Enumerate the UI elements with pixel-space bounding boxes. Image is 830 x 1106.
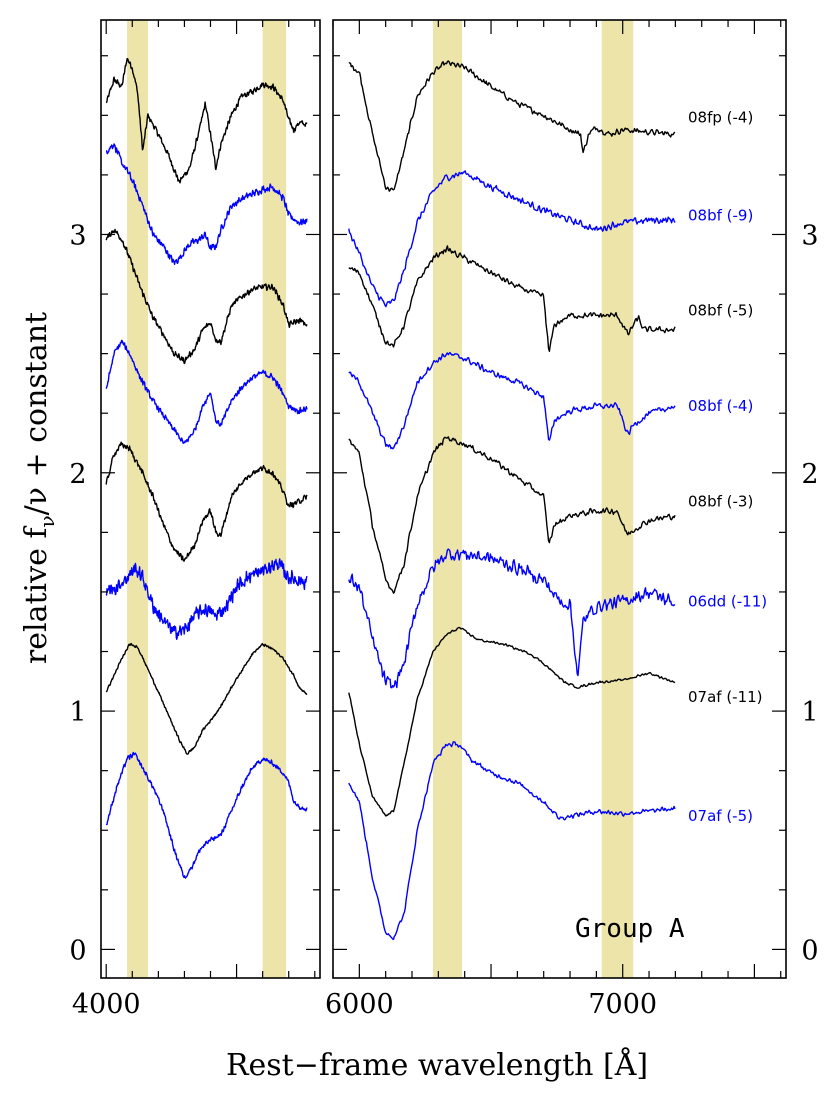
series-label-08bf-5: 08bf (-5)	[688, 302, 753, 320]
y-tick-label-right-1: 1	[801, 697, 818, 728]
spectrum-08bf-4-right	[348, 351, 676, 450]
spectrum-06dd-11-left	[105, 558, 308, 640]
y-tick-label-left-2: 2	[69, 459, 86, 490]
y-axis-title-subscript: ν	[35, 515, 59, 527]
spectrum-06dd-11-right	[348, 548, 676, 689]
series-label-07af-5: 07af (-5)	[688, 807, 753, 825]
spectrum-07af-5-right	[348, 741, 676, 941]
series-labels: 08fp (-4) 08bf (-9) 08bf (-5) 08bf (-4) 08bf…	[688, 109, 767, 825]
left-panel-band-0	[127, 20, 148, 978]
group-label: Group A	[575, 914, 685, 944]
right-panel-band-0	[433, 20, 463, 978]
spectrum-08fp-4-right	[348, 60, 676, 192]
spectrum-08bf-9-right	[348, 170, 676, 308]
y-tick-label-left-1: 1	[69, 697, 86, 728]
spectra-series	[105, 58, 676, 941]
spectrum-07af-11-right	[348, 626, 676, 817]
right-panel-xtick-label-1: 7000	[588, 989, 657, 1020]
y-tick-label-left-3: 3	[69, 220, 86, 251]
spectrum-08bf-4-left	[105, 339, 308, 444]
series-label-08bf-9: 08bf (-9)	[688, 206, 753, 224]
y-tick-label-right-2: 2	[801, 459, 818, 490]
spectrum-08bf-5-right	[348, 245, 676, 352]
y-axis-title-rest: /ν + constant	[19, 312, 54, 515]
left-panel-band-1	[262, 20, 287, 978]
spectrum-08fp-4-left	[105, 58, 308, 184]
spectrum-08bf-3-right	[348, 436, 676, 594]
x-axis-title: Rest−frame wavelength [Å]	[226, 1047, 648, 1083]
spectrum-08bf-3-left	[105, 441, 308, 562]
spectrum-07af-5-left	[105, 751, 308, 879]
series-label-07af-11: 07af (-11)	[688, 688, 763, 706]
series-label-08bf-4: 08bf (-4)	[688, 397, 753, 415]
left-panel-xtick-label-0: 4000	[72, 989, 141, 1020]
series-label-06dd-11: 06dd (-11)	[688, 592, 767, 610]
y-tick-label-left-0: 0	[69, 935, 86, 966]
right-panel-band-1	[601, 20, 634, 978]
spectrum-07af-11-left	[105, 642, 308, 755]
y-axis-title: relative fν/ν + constant	[19, 312, 59, 664]
right-panel-xtick-label-0: 6000	[325, 989, 394, 1020]
series-label-08fp-4: 08fp (-4)	[688, 109, 753, 127]
series-label-08bf-3: 08bf (-3)	[688, 492, 753, 510]
spectrum-08bf-9-left	[105, 143, 308, 265]
y-tick-label-right-0: 0	[801, 935, 818, 966]
y-tick-label-right-3: 3	[801, 220, 818, 251]
right-panel-frame	[332, 19, 787, 979]
axis-labels: 4000 6000 7000 0 0 1 1 2 2 3 3	[69, 220, 818, 1020]
axis-ticks	[101, 20, 786, 978]
y-axis-title-main: relative f	[19, 526, 54, 664]
spectrum-08bf-5-left	[105, 228, 308, 365]
